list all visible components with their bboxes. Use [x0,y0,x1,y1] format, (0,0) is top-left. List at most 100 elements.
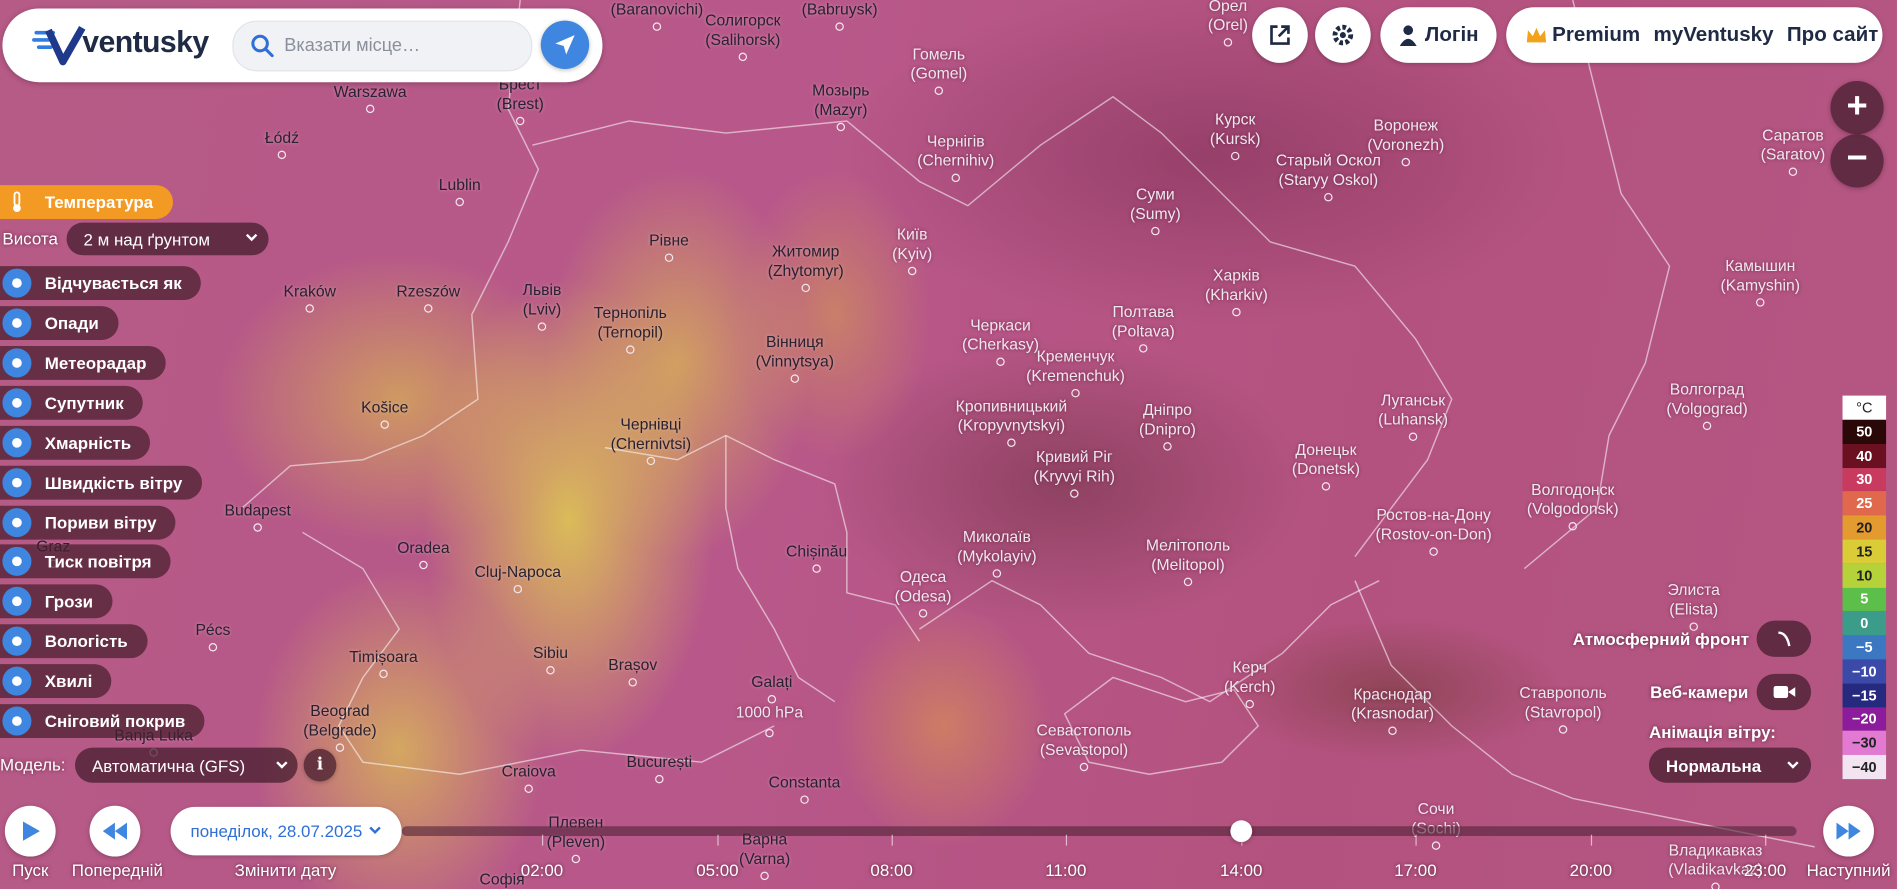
city-name: Камышин [1725,256,1796,275]
layer-menu-item[interactable]: Грози [0,584,113,619]
height-value: 2 м над ґрунтом [83,229,210,249]
login-text: Логін [1424,22,1479,46]
layer-menu-item[interactable]: Швидкість вітру [0,465,202,500]
header-bar: ventusky Вказати місце… [2,8,603,83]
previous-button[interactable] [89,805,141,857]
play-icon [22,821,40,841]
layer-icon [2,546,32,576]
layer-menu-item[interactable]: Супутник [0,385,144,420]
layer-menu-item[interactable]: Сніговий покрив [0,704,205,738]
webcams-label: Веб-камери [1650,682,1749,702]
city-label: Житомир (Zhytomyr) [768,242,844,281]
timeline-handle[interactable] [1230,820,1253,843]
city-dot [767,695,777,704]
wind-animation-dropdown[interactable]: Нормальна [1648,747,1812,783]
zoom-out-button[interactable]: − [1830,134,1884,188]
timeline-tick [1065,834,1068,846]
locate-button[interactable] [540,20,590,69]
timeline-tick [1765,834,1767,846]
city-name-latin: (Chernihiv) [917,151,995,170]
legend-entry: 25 [1842,491,1887,516]
city-name-latin: (Voronezh) [1367,135,1445,154]
legend-entry: −30 [1842,731,1887,756]
city-dot [652,22,662,31]
city-name: Ставрополь [1519,683,1607,702]
city-dot [253,523,262,532]
city-name: Pécs [195,620,231,639]
city-name: Харків [1213,266,1260,285]
webcams-toggle[interactable] [1756,673,1812,711]
city-name-latin: (Kremenchuk) [1026,366,1125,385]
city-dot [1232,307,1241,317]
city-dot [996,357,1005,366]
city-name: Суми [1136,185,1175,204]
timeline-track[interactable] [401,826,1797,836]
layer-menu-item[interactable]: Метеорадар [0,346,166,380]
city-dot [1431,841,1441,850]
chevron [276,761,288,769]
search-input[interactable]: Вказати місце… [232,20,533,72]
city-dot [365,104,375,114]
layer-menu-item[interactable]: Відчувається як [0,266,202,301]
front-toggle[interactable] [1756,620,1812,657]
city-label: Орел (Orel) [1208,0,1248,35]
city-name-latin: (Kerch) [1223,677,1276,696]
city-name: Кривий Ріг [1035,447,1113,466]
city-dot [424,304,433,313]
model-info-button[interactable]: i [303,748,337,782]
city-label: Черкаси (Cherkasy) [962,316,1039,355]
city-label: Lublin [439,175,481,194]
share-button[interactable] [1252,7,1308,63]
share-icon [1270,25,1290,45]
logo-text[interactable]: ventusky [82,25,209,60]
login-button[interactable]: Логін [1380,7,1497,63]
next-button[interactable] [1823,805,1874,857]
city-name: Київ [896,225,928,244]
layer-menu-item[interactable]: Тиск повітря [0,544,171,579]
date-picker[interactable]: понеділок, 28.07.2025 [170,806,402,856]
premium-bar: Premium myVentusky Про сайт [1506,7,1883,63]
city-name: Timișoara [349,647,418,666]
model-dropdown[interactable]: Автоматична (GFS) [75,747,298,783]
layer-menu-item[interactable]: Пориви вітру [0,505,176,540]
layer-icon [2,428,32,458]
myventusky-link[interactable]: myVentusky [1653,22,1774,46]
city-name: Житомир [772,241,840,261]
city-name-latin: (Lviv) [522,300,562,319]
about-link[interactable]: Про сайт [1786,22,1879,46]
city-label: Budapest [224,501,290,520]
height-dropdown[interactable]: 2 м над ґрунтом [66,222,269,256]
chevron [1787,761,1799,769]
timeline-time: 23:00 [1743,860,1787,880]
city-label: Galați [751,673,792,692]
city-dot [801,283,810,293]
premium-link[interactable]: Premium [1552,22,1641,46]
date-text: понеділок, 28.07.2025 [190,821,363,841]
active-layer-temperature[interactable]: Температура [0,185,173,219]
zoom-in-button[interactable]: + [1830,81,1884,135]
layer-menu-item[interactable]: Вологість [0,624,148,659]
layer-menu-item[interactable]: Опади [0,306,119,340]
settings-button[interactable] [1315,7,1371,63]
city-name-latin: (Chernivtsi) [610,434,692,453]
timeline-tick [541,834,544,846]
city-name: Черкаси [970,315,1031,334]
timeline-tick [891,834,893,846]
city-name-latin: (Staryy Oskol) [1278,170,1379,189]
city-name-latin: (Salihorsk) [705,30,781,49]
next-label: Наступний [1806,860,1891,880]
city-name: Кропивницький [955,396,1068,415]
layer-menu-item[interactable]: Хмарність [0,425,151,460]
layer-icon [2,666,32,696]
layer-menu-item[interactable]: Хвилі [0,664,112,699]
legend-entry: −20 [1842,707,1887,732]
city-label: Ставрополь (Stavropol) [1519,684,1606,723]
city-name: Вінниця [766,332,824,351]
city-label: Софія [480,870,525,889]
city-name: Oradea [397,538,450,557]
play-button[interactable] [4,805,56,857]
previous-label: Попередній [71,860,163,880]
timeline-time: 08:00 [870,860,913,880]
city-dot [1163,442,1172,451]
